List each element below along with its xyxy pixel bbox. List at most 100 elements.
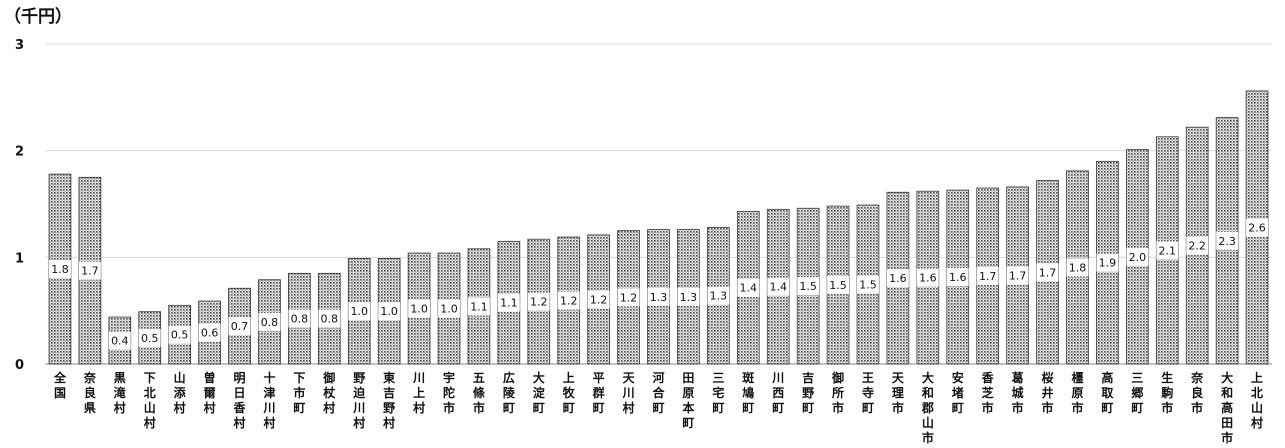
data-label: 2.2	[1188, 240, 1206, 253]
data-label: 1.3	[680, 291, 698, 304]
category-label: 橿原市	[1071, 370, 1083, 415]
data-label: 2.0	[1129, 251, 1147, 264]
category-label: 野迫川村	[352, 371, 366, 430]
data-label: 1.3	[710, 290, 728, 303]
data-label-box	[1246, 218, 1268, 237]
data-label: 1.8	[51, 263, 69, 276]
category-label: 下市町	[293, 371, 305, 415]
data-label-box	[647, 287, 670, 306]
data-label-box	[617, 288, 640, 307]
data-label-box	[348, 302, 371, 321]
data-label: 1.2	[590, 293, 608, 306]
data-label-box	[108, 331, 131, 350]
category-label: 上北山村	[1251, 370, 1263, 430]
category-label: 奈良県	[83, 370, 97, 415]
data-label: 1.7	[979, 270, 997, 283]
category-label: 天川村	[622, 371, 636, 415]
data-label-box	[827, 276, 849, 295]
category-label: 御杖村	[322, 370, 336, 415]
data-label: 1.8	[1069, 261, 1087, 274]
category-label: 全国	[53, 370, 67, 400]
data-label-box	[1126, 247, 1149, 266]
data-label: 0.6	[201, 327, 219, 340]
category-label: 河合町	[651, 370, 665, 415]
data-label: 2.1	[1159, 244, 1177, 257]
category-label: 大和郡山市	[921, 370, 934, 445]
data-label: 1.0	[410, 303, 428, 316]
category-label: 川西町	[771, 371, 784, 415]
category-label: 吉野町	[802, 370, 814, 415]
data-label-box	[1156, 241, 1179, 260]
data-label-box	[976, 267, 999, 285]
data-label: 1.2	[620, 291, 638, 304]
category-label: 高取町	[1101, 370, 1113, 415]
data-label-box	[916, 268, 939, 287]
category-label: 黒滝村	[114, 371, 126, 415]
data-label: 1.6	[919, 272, 937, 285]
data-label-box	[1006, 266, 1029, 285]
data-label-box	[318, 309, 341, 328]
data-label-box	[258, 312, 281, 331]
category-label: 三郷町	[1131, 371, 1143, 415]
data-label-box	[1216, 231, 1239, 250]
data-label: 1.7	[1009, 269, 1027, 282]
data-label: 1.9	[1099, 257, 1117, 270]
data-label: 1.4	[769, 281, 787, 294]
data-label: 1.6	[889, 272, 907, 285]
data-label-box	[1066, 258, 1089, 277]
category-label: 平群町	[592, 371, 605, 415]
data-label-box	[288, 309, 311, 328]
data-label-box	[767, 277, 790, 296]
data-label: 0.8	[321, 313, 339, 326]
unit-label: （千円）	[4, 7, 72, 27]
y-tick-label: 0	[15, 358, 24, 373]
data-label-box	[557, 291, 580, 310]
data-label: 1.0	[350, 305, 368, 318]
data-label-box	[1186, 236, 1209, 255]
category-label: 田原本町	[682, 371, 694, 430]
data-label-box	[78, 261, 101, 280]
data-label: 1.5	[799, 280, 817, 293]
category-label: 下北山村	[144, 371, 156, 430]
category-label: 御所市	[831, 370, 844, 415]
data-label-box	[198, 323, 221, 342]
category-label: 大淀町	[533, 370, 546, 415]
data-label-box	[497, 293, 520, 312]
data-label-box	[138, 328, 161, 347]
data-label: 1.0	[440, 303, 458, 316]
data-label-box	[468, 297, 490, 316]
data-label: 0.5	[171, 329, 189, 342]
category-label: 王寺町	[862, 371, 874, 415]
data-label-box	[1036, 263, 1059, 282]
data-label-box	[49, 260, 71, 279]
data-label: 1.5	[829, 279, 847, 292]
category-label: 明日香村	[233, 371, 246, 430]
y-tick-label: 1	[15, 251, 24, 266]
data-label: 1.7	[1039, 266, 1057, 279]
data-label: 1.4	[740, 282, 758, 295]
data-label: 0.7	[231, 320, 249, 333]
data-label: 0.8	[261, 316, 279, 329]
data-label-box	[168, 325, 191, 344]
data-label-box	[857, 275, 879, 294]
data-label-box	[228, 317, 251, 336]
data-label-box	[797, 277, 820, 296]
category-label: 斑鳩町	[742, 370, 754, 415]
category-label: 東吉野村	[383, 370, 395, 430]
category-label: 広陵町	[503, 370, 516, 415]
category-label: 桜井市	[1042, 370, 1054, 415]
category-label: 十津川村	[262, 370, 275, 430]
category-label: 山添村	[174, 370, 187, 415]
data-label: 1.1	[500, 297, 518, 310]
category-label: 生駒市	[1161, 370, 1173, 415]
data-label: 1.6	[949, 271, 967, 284]
category-label: 安堵町	[952, 370, 964, 415]
data-label: 1.5	[859, 279, 877, 292]
data-label-box	[946, 268, 969, 287]
data-label: 1.2	[560, 295, 578, 308]
data-label-box	[587, 290, 610, 309]
data-label-box	[707, 286, 730, 305]
data-label: 1.3	[650, 291, 668, 304]
data-label: 1.1	[470, 300, 488, 313]
